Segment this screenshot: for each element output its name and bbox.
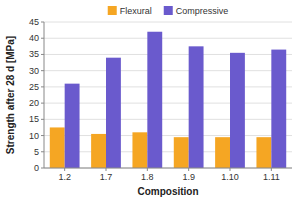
x-tick-label: 1.7 xyxy=(100,172,113,182)
axes xyxy=(44,22,292,168)
bars xyxy=(50,32,286,168)
grid-line xyxy=(44,54,292,55)
grid-line xyxy=(44,70,292,71)
x-axis-label: Composition xyxy=(137,186,198,197)
bar xyxy=(50,127,65,168)
x-tick xyxy=(271,168,272,171)
legend: Flexural Compressive xyxy=(108,6,229,16)
x-axis-line xyxy=(44,168,292,169)
bar xyxy=(147,32,162,168)
y-tick-label: 45 xyxy=(29,17,39,27)
bar xyxy=(91,134,106,168)
bar xyxy=(106,58,121,168)
grid-line xyxy=(44,38,292,39)
legend-label: Flexural xyxy=(120,6,152,16)
x-tick-label: 1.8 xyxy=(141,172,154,182)
legend-swatch xyxy=(108,6,117,15)
y-axis-line xyxy=(44,22,45,168)
y-tick-label: 30 xyxy=(29,66,39,76)
x-ticks: 1.2 1.7 1.8 1.9 1.10 1.11 xyxy=(58,168,279,182)
grid-line xyxy=(44,119,292,120)
x-tick-label: 1.11 xyxy=(263,172,280,182)
x-tick-label: 1.10 xyxy=(221,172,239,182)
x-tick-label: 1.2 xyxy=(58,172,71,182)
y-tick-label: 35 xyxy=(29,49,39,59)
x-tick xyxy=(106,168,107,171)
legend-swatch xyxy=(164,6,173,15)
x-tick xyxy=(188,168,189,171)
grid-line xyxy=(44,168,292,169)
bar xyxy=(230,53,245,168)
bar xyxy=(174,137,189,168)
bar xyxy=(256,137,271,168)
x-tick-label: 1.9 xyxy=(182,172,195,182)
x-tick xyxy=(64,168,65,171)
y-tick-label: 0 xyxy=(34,163,39,173)
bar xyxy=(215,137,230,168)
y-tick-label: 10 xyxy=(29,131,39,141)
bar xyxy=(189,46,204,168)
y-axis-label: Strength after 28 d [MPa] xyxy=(5,36,16,154)
legend-label: Compressive xyxy=(176,6,229,16)
grid-line xyxy=(44,86,292,87)
bar xyxy=(65,84,80,168)
grid xyxy=(44,22,292,168)
x-tick xyxy=(230,168,231,171)
y-tick-label: 5 xyxy=(34,147,39,157)
y-tick-label: 40 xyxy=(29,33,39,43)
grid-line xyxy=(44,103,292,104)
bar xyxy=(271,50,286,168)
y-ticks: 0 5 10 15 20 25 30 35 40 45 xyxy=(29,17,44,173)
x-tick xyxy=(147,168,148,171)
grid-line xyxy=(44,151,292,152)
grid-line xyxy=(44,22,292,23)
y-tick-label: 20 xyxy=(29,98,39,108)
grid-line xyxy=(44,135,292,136)
bar xyxy=(132,132,147,168)
legend-item: Compressive xyxy=(164,6,229,16)
y-tick-label: 15 xyxy=(29,114,39,124)
chart-svg: 0 5 10 15 20 25 30 35 40 45 1.2 1.7 1.8 1.9 1.10 1.11 Co… xyxy=(0,0,300,200)
legend-item: Flexural xyxy=(108,6,152,16)
page: {"chart_data": {"type": "bar", "xlabel":… xyxy=(0,0,300,200)
chart-container: 0 5 10 15 20 25 30 35 40 45 1.2 1.7 1.8 1.9 1.10 1.11 Co… xyxy=(0,0,300,200)
y-tick-label: 25 xyxy=(29,82,39,92)
